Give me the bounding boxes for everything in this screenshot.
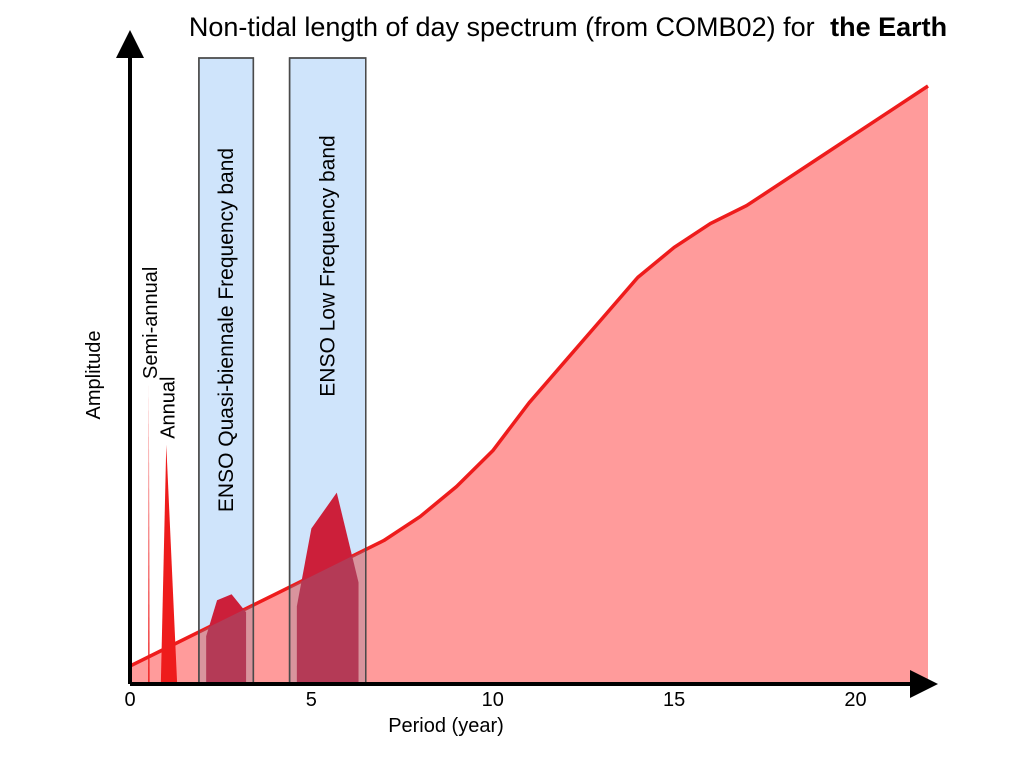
band-label-enso-quasi-biennale-frequency-band: ENSO Quasi-biennale Frequency band [215, 148, 238, 512]
spectrum-area-fill [130, 86, 928, 684]
x-tick-label-15: 15 [663, 689, 685, 711]
y-axis-label: Amplitude [83, 331, 105, 420]
peak-label-annual: Annual [157, 377, 179, 439]
chart-title: Non-tidal length of day spectrum (from C… [189, 12, 947, 42]
chart-title-emphasis: the Earth [830, 12, 947, 42]
peak-3 [206, 594, 247, 684]
x-tick-label-10: 10 [482, 689, 504, 711]
band-enso-quasi-biennale-frequency-band [198, 57, 255, 685]
spectral-peaks [148, 385, 359, 684]
axes [116, 30, 938, 698]
peak-annual [160, 444, 178, 684]
chart-title-main: Non-tidal length of day spectrum (from C… [189, 12, 815, 42]
spectrum-area [129, 84, 929, 684]
x-tick-labels: 0 5 10 15 20 [124, 689, 866, 711]
annotation-labels: ENSO Quasi-biennale Frequency band ENSO L… [140, 135, 340, 512]
peak-label-semi-annual: Semi-annual [140, 267, 162, 379]
x-tick-label-5: 5 [306, 689, 317, 711]
peak-semi-annual [148, 385, 150, 684]
x-tick-label-20: 20 [844, 689, 866, 711]
x-tick-label-0: 0 [124, 689, 135, 711]
spectrum-line [129, 84, 929, 668]
x-axis-label: Period (year) [388, 715, 504, 737]
peak-4 [296, 492, 359, 684]
band-label-enso-low-frequency-band: ENSO Low Frequency band [317, 135, 340, 396]
